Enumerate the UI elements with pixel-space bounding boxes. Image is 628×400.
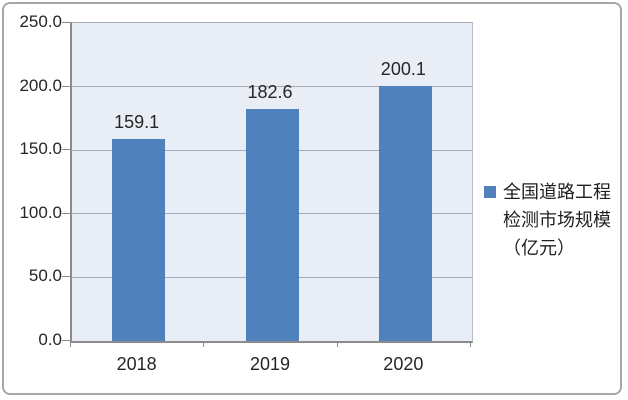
bar-value-label: 200.1 [380, 59, 426, 80]
legend-label: 全国道路工程 检测市场规模 （亿元） [503, 178, 611, 262]
y-axis-tick [62, 85, 70, 87]
legend-label-line: 全国道路工程 [503, 182, 611, 202]
y-tick-label: 200.0 [19, 75, 62, 95]
legend-marker-icon [484, 186, 496, 198]
bar [378, 86, 432, 341]
x-axis-tick [470, 341, 471, 347]
bar-value-label: 159.1 [114, 111, 160, 132]
y-tick-label: 250.0 [19, 12, 62, 31]
gridline [72, 86, 472, 88]
y-tick-label: 150.0 [19, 139, 62, 159]
y-axis-tick [62, 340, 70, 341]
x-tick-label: 2020 [383, 354, 424, 374]
y-axis-tick [62, 22, 70, 23]
y-tick-label: 0.0 [38, 330, 62, 349]
x-tick-label: 2018 [116, 354, 157, 374]
x-axis-tick [70, 341, 71, 347]
legend-label-line: （亿元） [503, 238, 575, 258]
legend-label-line: 检测市场规模 [503, 210, 611, 230]
plot-area [70, 22, 473, 343]
x-axis-tick [336, 341, 338, 347]
x-tick-label: 2019 [249, 354, 291, 374]
x-axis-tick [203, 341, 205, 347]
bar [245, 108, 299, 341]
bar-value-label: 182.6 [247, 81, 293, 102]
legend: 全国道路工程 检测市场规模 （亿元） [484, 178, 611, 262]
bar [112, 138, 166, 341]
y-axis-tick [62, 212, 70, 214]
y-tick-label: 100.0 [19, 202, 62, 222]
y-axis-tick [62, 276, 70, 278]
y-tick-label: 50.0 [28, 266, 62, 286]
y-axis-tick [62, 149, 70, 151]
